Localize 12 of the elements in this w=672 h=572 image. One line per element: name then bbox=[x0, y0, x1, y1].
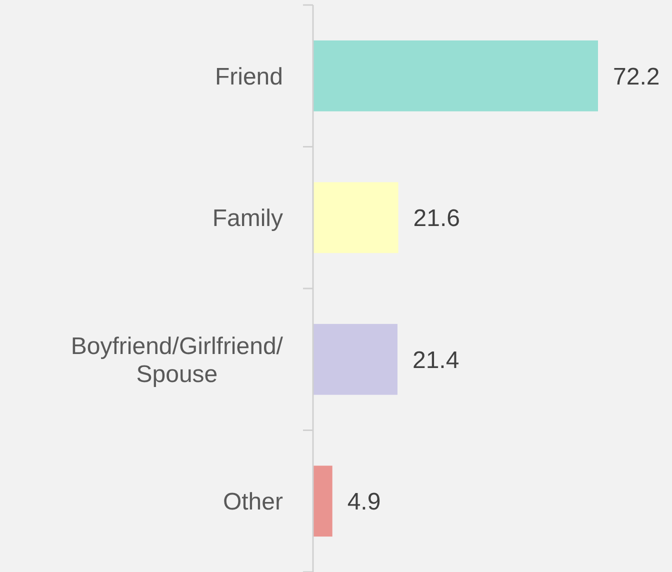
y-tick-label: Family bbox=[212, 205, 283, 232]
bar bbox=[313, 466, 332, 537]
data-label: 4.9 bbox=[347, 488, 381, 516]
y-tick-label: Boyfriend/Girlfriend/Spouse bbox=[70, 332, 284, 388]
bar bbox=[313, 40, 598, 112]
bar bbox=[313, 324, 398, 395]
data-label: 21.6 bbox=[413, 205, 460, 232]
data-label: 72.2 bbox=[613, 63, 660, 90]
data-label: 21.4 bbox=[412, 346, 460, 374]
y-tick-label: Other bbox=[222, 488, 283, 516]
bar bbox=[313, 182, 398, 254]
y-tick-label: Friend bbox=[214, 63, 283, 90]
